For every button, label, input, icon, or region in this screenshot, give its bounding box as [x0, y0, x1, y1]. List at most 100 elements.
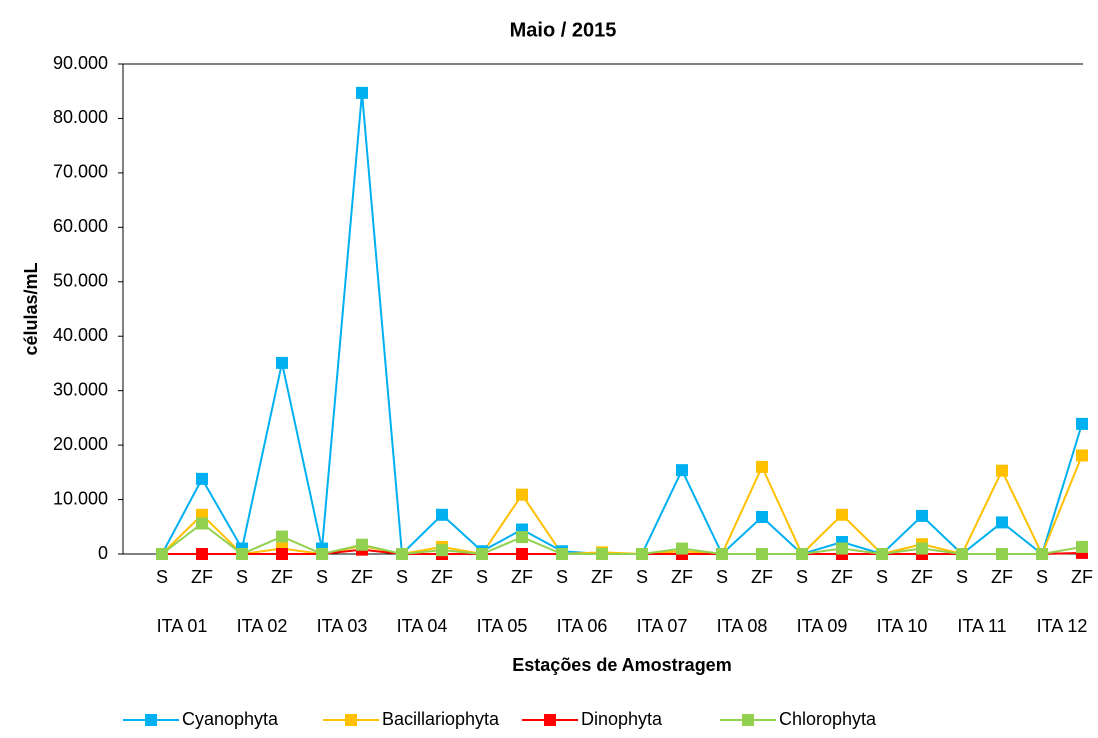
- data-point: [396, 548, 408, 560]
- y-tick-label: 10.000: [53, 488, 108, 508]
- x-tick-label: S: [556, 567, 568, 587]
- data-point: [636, 548, 648, 560]
- data-point: [196, 517, 208, 530]
- x-group-label: ITA 06: [557, 616, 608, 636]
- legend-marker: [345, 714, 357, 726]
- data-point: [516, 488, 528, 501]
- data-point: [676, 464, 688, 477]
- x-tick-label: ZF: [671, 567, 693, 587]
- x-tick-label: ZF: [991, 567, 1013, 587]
- data-point: [436, 544, 448, 557]
- legend-label: Cyanophyta: [182, 709, 279, 729]
- data-point: [916, 542, 928, 555]
- x-group-label: ITA 11: [957, 616, 1006, 636]
- data-point: [756, 548, 768, 560]
- legend-marker: [544, 714, 556, 726]
- data-point: [836, 508, 848, 521]
- x-group-label: ITA 10: [877, 616, 928, 636]
- data-point: [476, 548, 488, 560]
- data-point: [196, 548, 208, 560]
- data-point: [1076, 540, 1088, 553]
- x-tick-label: ZF: [271, 567, 293, 587]
- x-tick-label: S: [636, 567, 648, 587]
- data-point: [516, 531, 528, 544]
- y-tick-label: 90.000: [53, 53, 108, 73]
- y-tick-label: 0: [98, 543, 108, 563]
- x-tick-label: S: [796, 567, 808, 587]
- x-tick-label: ZF: [431, 567, 453, 587]
- data-point: [876, 548, 888, 560]
- y-tick-label: 30.000: [53, 379, 108, 399]
- x-group-label: ITA 02: [237, 616, 288, 636]
- data-point: [556, 548, 568, 560]
- legend-label: Chlorophyta: [779, 709, 877, 729]
- data-point: [796, 548, 808, 560]
- x-tick-label: ZF: [1071, 567, 1093, 587]
- data-point: [756, 460, 768, 473]
- x-tick-label: S: [236, 567, 248, 587]
- series-line: [161, 92, 1083, 557]
- legend-marker: [145, 714, 157, 726]
- data-point: [996, 516, 1008, 529]
- legend-label: Dinophyta: [581, 709, 663, 729]
- data-point: [916, 509, 928, 522]
- data-point: [756, 510, 768, 523]
- x-tick-label: S: [476, 567, 488, 587]
- data-point: [196, 472, 208, 485]
- y-tick-label: 60.000: [53, 216, 108, 236]
- x-tick-label: S: [316, 567, 328, 587]
- data-point: [1076, 417, 1088, 430]
- legend-label: Bacillariophyta: [382, 709, 500, 729]
- y-axis-title: células/mL: [21, 262, 41, 355]
- x-group-label: ITA 05: [477, 616, 528, 636]
- data-point: [316, 548, 328, 560]
- y-tick-label: 20.000: [53, 434, 108, 454]
- x-group-label: ITA 03: [317, 616, 368, 636]
- series-line: [161, 455, 1083, 557]
- x-tick-label: ZF: [831, 567, 853, 587]
- y-tick-label: 80.000: [53, 107, 108, 127]
- x-tick-label: S: [956, 567, 968, 587]
- data-point: [516, 548, 528, 560]
- x-group-label: ITA 04: [397, 616, 448, 636]
- data-point: [156, 548, 168, 560]
- data-point: [596, 548, 608, 560]
- y-tick-label: 70.000: [53, 162, 108, 182]
- data-point: [1076, 449, 1088, 462]
- data-point: [236, 548, 248, 560]
- data-point: [436, 508, 448, 521]
- data-point: [996, 548, 1008, 560]
- x-tick-label: S: [1036, 567, 1048, 587]
- x-tick-label: ZF: [911, 567, 933, 587]
- x-group-label: ITA 07: [637, 616, 688, 636]
- x-tick-label: ZF: [351, 567, 373, 587]
- x-tick-label: S: [156, 567, 168, 587]
- data-point: [356, 538, 368, 551]
- data-point: [356, 86, 368, 99]
- y-tick-label: 40.000: [53, 325, 108, 345]
- x-tick-label: ZF: [191, 567, 213, 587]
- x-group-label: ITA 09: [797, 616, 848, 636]
- x-tick-label: S: [876, 567, 888, 587]
- x-group-label: ITA 08: [717, 616, 768, 636]
- x-group-label: ITA 01: [157, 616, 208, 636]
- x-axis-title: Estações de Amostragem: [512, 655, 731, 675]
- data-point: [1036, 548, 1048, 560]
- x-tick-label: ZF: [591, 567, 613, 587]
- x-tick-label: ZF: [511, 567, 533, 587]
- data-point: [956, 548, 968, 560]
- x-tick-label: ZF: [751, 567, 773, 587]
- chart-title: Maio / 2015: [510, 19, 617, 41]
- x-tick-label: S: [396, 567, 408, 587]
- data-point: [836, 542, 848, 555]
- data-point: [276, 530, 288, 543]
- x-group-label: ITA 12: [1037, 616, 1088, 636]
- data-point: [716, 548, 728, 560]
- x-tick-label: S: [716, 567, 728, 587]
- legend-marker: [742, 714, 754, 726]
- data-point: [996, 464, 1008, 477]
- data-point: [676, 542, 688, 555]
- y-tick-label: 50.000: [53, 271, 108, 291]
